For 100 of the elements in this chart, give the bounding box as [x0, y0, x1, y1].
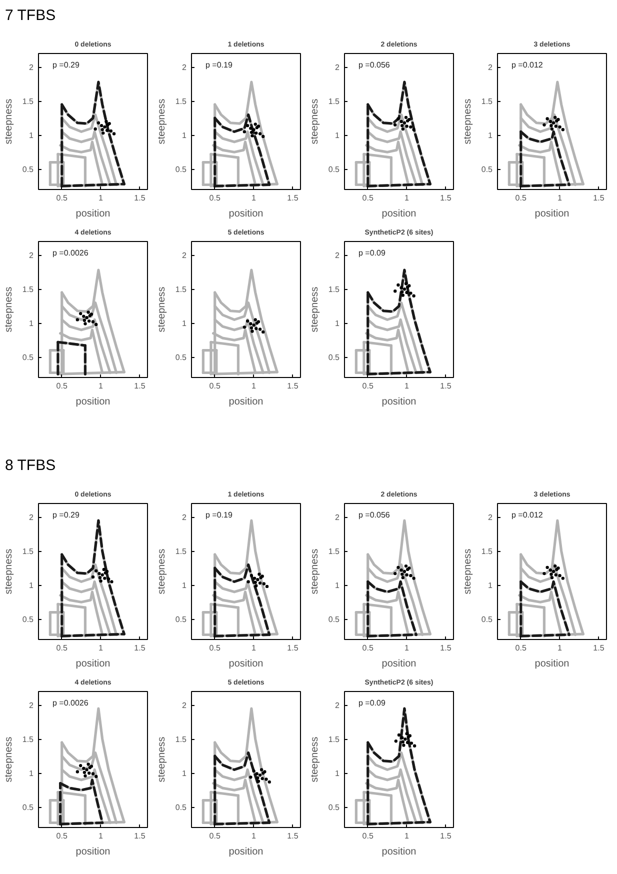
x-tick-label: 1	[404, 832, 410, 840]
x-tick-label: 0.5	[209, 644, 221, 652]
y-axis-title: steepness	[3, 98, 14, 144]
x-axis-title: position	[382, 396, 416, 408]
x-tick-label: 1.5	[593, 644, 605, 652]
x-tick-label: 0.5	[56, 194, 68, 202]
x-tick-label: 1.5	[134, 644, 146, 652]
x-axis-title: position	[76, 658, 110, 670]
annotation: p =0.09	[358, 698, 386, 708]
x-tick-label: 1.5	[134, 382, 146, 390]
y-tick-label: 1.5	[328, 97, 340, 106]
y-tick-label: 0.5	[175, 165, 188, 174]
x-tick-label: 1.5	[440, 194, 452, 202]
x-tick-label: 1	[98, 382, 104, 390]
x-tick-label: 1.5	[287, 194, 299, 202]
y-tick-label: 1.5	[22, 285, 34, 294]
x-tick-label: 0.5	[56, 644, 68, 652]
x-tick-label: 1.5	[440, 382, 452, 390]
annotation: p =0.29	[52, 60, 80, 70]
x-tick-label: 0.5	[209, 194, 221, 202]
y-tick-label: 0.5	[175, 615, 188, 624]
x-axis-title: position	[76, 846, 110, 858]
y-axis-title: steepness	[309, 736, 320, 782]
x-tick-label: 0.5	[209, 382, 221, 390]
y-axis-title: steepness	[156, 98, 168, 144]
x-tick-label: 0.5	[515, 194, 527, 202]
y-axis-title: steepness	[156, 548, 168, 594]
y-tick-label: 0.5	[22, 803, 34, 812]
x-tick-label: 1	[404, 382, 410, 390]
x-tick-label: 1	[558, 194, 563, 202]
text: 8 TFBS	[5, 456, 56, 476]
x-axis-title: position	[228, 396, 264, 408]
y-axis-title: steepness	[309, 548, 320, 594]
y-tick-label: 1	[335, 581, 340, 590]
annotation: p =0.056	[358, 510, 390, 520]
x-tick-label: 1.5	[287, 832, 299, 840]
y-tick-label: 1	[29, 319, 34, 328]
annotation: p =0.012	[512, 510, 544, 520]
y-tick-label: 2	[488, 63, 494, 72]
y-tick-label: 0.5	[481, 165, 494, 174]
y-tick-label: 1.5	[175, 97, 188, 106]
y-tick-label: 2	[335, 701, 340, 710]
y-tick-label: 1.5	[175, 735, 188, 744]
y-tick-label: 2	[488, 513, 494, 522]
y-axis-title: steepness	[3, 736, 14, 782]
x-axis-title: position	[76, 396, 110, 408]
x-axis-title: position	[382, 846, 416, 858]
x-tick-label: 1	[558, 644, 563, 652]
x-tick-label: 0.5	[56, 832, 68, 840]
y-tick-label: 0.5	[175, 353, 188, 362]
y-tick-label: 1	[29, 769, 34, 778]
x-tick-label: 1	[98, 644, 104, 652]
y-axis-title: steepness	[462, 98, 474, 144]
x-tick-label: 0.5	[362, 382, 374, 390]
y-tick-label: 1.5	[175, 285, 188, 294]
x-tick-label: 1	[252, 644, 257, 652]
annotation: p =0.29	[52, 510, 80, 520]
x-tick-label: 1.5	[593, 194, 605, 202]
x-axis-title: position	[382, 658, 416, 670]
y-tick-label: 2	[335, 513, 340, 522]
x-axis-title: position	[534, 658, 570, 670]
y-tick-label: 1.5	[175, 547, 188, 556]
x-tick-label: 1	[98, 194, 104, 202]
y-tick-label: 1.5	[481, 97, 494, 106]
y-tick-label: 1	[335, 131, 340, 140]
y-axis-title: steepness	[156, 286, 168, 332]
x-axis-title: position	[534, 208, 570, 220]
y-tick-label: 1.5	[328, 735, 340, 744]
x-tick-label: 0.5	[362, 644, 374, 652]
annotation: p =0.0026	[52, 698, 89, 708]
x-axis-title: position	[382, 208, 416, 220]
x-tick-label: 1	[252, 194, 257, 202]
y-tick-label: 2	[335, 63, 340, 72]
x-axis-title: position	[228, 208, 264, 220]
y-tick-label: 1	[488, 131, 494, 140]
x-tick-label: 1	[98, 832, 104, 840]
y-tick-label: 2	[182, 251, 188, 260]
y-tick-label: 0.5	[328, 165, 340, 174]
y-tick-label: 1	[29, 131, 34, 140]
annotation: p =0.09	[358, 248, 386, 258]
annotation: p =0.056	[358, 60, 390, 70]
y-tick-label: 1	[29, 581, 34, 590]
x-tick-label: 0.5	[362, 194, 374, 202]
y-axis-title: steepness	[156, 736, 168, 782]
y-tick-label: 1.5	[481, 547, 494, 556]
annotation: p =0.0026	[52, 248, 89, 258]
y-tick-label: 2	[29, 251, 34, 260]
y-tick-label: 0.5	[22, 353, 34, 362]
y-tick-label: 1	[335, 319, 340, 328]
y-tick-label: 1.5	[328, 547, 340, 556]
y-tick-label: 1.5	[22, 735, 34, 744]
y-tick-label: 1	[182, 131, 188, 140]
x-tick-label: 1.5	[134, 832, 146, 840]
annotation: p =0.012	[512, 60, 544, 70]
y-tick-label: 2	[182, 63, 188, 72]
y-tick-label: 0.5	[22, 165, 34, 174]
y-tick-label: 2	[182, 513, 188, 522]
y-axis-title: steepness	[462, 548, 474, 594]
y-tick-label: 0.5	[328, 803, 340, 812]
text: 7 TFBS	[5, 6, 56, 26]
